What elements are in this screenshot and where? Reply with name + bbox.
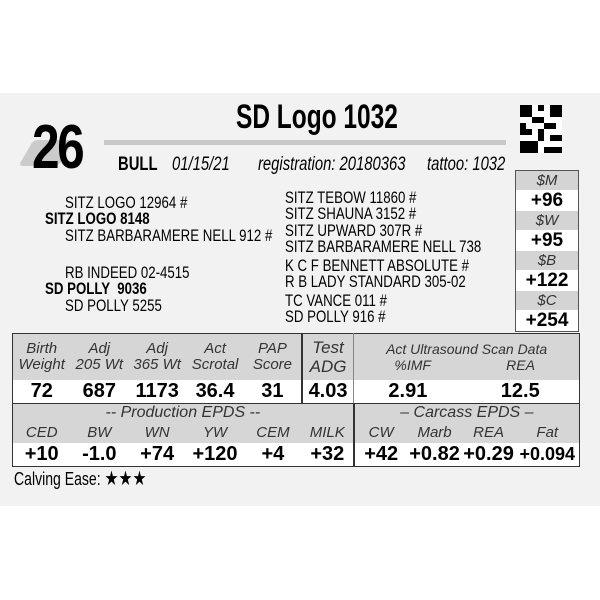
calving-ease: Calving Ease: ★★★ — [14, 466, 184, 491]
epd-value: +42 — [352, 443, 408, 467]
outer-ancestor: R B LADY STANDARD 305-02 — [285, 272, 466, 291]
epd-value: +4 — [243, 443, 302, 467]
registration: registration: 20180363 — [258, 154, 406, 175]
index-box: $M +96 $W +95 $B +122 $C +254 — [515, 170, 579, 332]
dam-sire: RB INDEED 02-4515 — [65, 263, 190, 282]
performance-table: Birth Weight Adj 205 Wt Adj 365 Wt Act Scrot… — [12, 333, 580, 467]
epd-label: REA — [461, 423, 516, 443]
value-test-adg: 4.03 — [300, 379, 354, 403]
epd-label: Marb — [407, 423, 462, 443]
header-scrotal: Act Scrotal — [186, 333, 244, 380]
dam-dam: SD POLLY 5255 — [65, 296, 162, 315]
index-label: $W — [516, 211, 578, 230]
index-label: $B — [516, 251, 578, 270]
value-adj-365: 1173 — [128, 379, 187, 403]
epd-value: +32 — [301, 443, 354, 467]
epd-label: CW — [352, 423, 408, 443]
birth-date: 01/15/21 — [172, 154, 230, 175]
production-epds-title: -- Production EPDS -- — [12, 403, 354, 423]
epd-label: MILK — [301, 423, 354, 443]
outer-ancestor: K C F BENNETT ABSOLUTE # — [285, 256, 469, 275]
epd-label: YW — [186, 423, 244, 443]
value-pap: 31 — [243, 379, 302, 403]
value-rea-us: 12.5 — [461, 379, 580, 403]
outer-ancestor: SD POLLY 916 # — [285, 307, 386, 326]
index-label: $M — [516, 171, 578, 190]
qr-code-icon — [520, 105, 562, 153]
epd-label: WN — [128, 423, 187, 443]
value-imf: 2.91 — [353, 379, 462, 403]
header-test-adg: Test ADG — [300, 333, 354, 380]
epd-label: BW — [70, 423, 129, 443]
outer-ancestor: SITZ BARBARAMERE NELL 738 — [285, 237, 482, 256]
header-adj-205: Adj 205 Wt — [70, 333, 129, 380]
header-pap: PAP Score — [243, 333, 302, 380]
calving-ease-label: Calving Ease: — [14, 469, 101, 489]
tattoo: tattoo: 1032 — [427, 154, 506, 175]
epd-label: CEM — [243, 423, 302, 443]
epd-value: +120 — [186, 443, 244, 467]
index-value: +95 — [516, 230, 578, 251]
index-value: +96 — [516, 190, 578, 211]
epd-label: Fat — [515, 423, 580, 443]
sire-dam: SITZ BARBARAMERE NELL 912 # — [65, 226, 273, 245]
header-birth-weight: Birth Weight — [12, 333, 71, 380]
epd-value: +0.094 — [515, 443, 580, 467]
epd-value: +10 — [12, 443, 71, 467]
epd-value: +0.29 — [461, 443, 516, 467]
star-rating-icon: ★★★ — [104, 468, 147, 490]
lot-number: 26 — [32, 113, 85, 182]
dam: SD POLLY 9036 — [45, 279, 147, 298]
epd-value: +0.82 — [407, 443, 462, 467]
outer-ancestor: SITZ TEBOW 11860 # — [285, 188, 417, 207]
index-value: +122 — [516, 270, 578, 291]
header-adj-365: Adj 365 Wt — [128, 333, 187, 380]
animal-title: SD Logo 1032 — [236, 98, 398, 136]
outer-ancestor: SITZ UPWARD 307R # — [285, 221, 423, 240]
sex: BULL — [118, 154, 158, 175]
index-value: +254 — [516, 310, 578, 331]
value-birth-weight: 72 — [12, 379, 71, 403]
value-scrotal: 36.4 — [186, 379, 244, 403]
value-adj-205: 687 — [70, 379, 129, 403]
epd-label: CED — [12, 423, 71, 443]
carcass-epds-title: – Carcass EPDS – — [352, 403, 580, 423]
sire-sire: SITZ LOGO 12964 # — [65, 193, 188, 212]
header-ultrasound: Act Ultrasound Scan Data %IMF REA — [353, 333, 580, 380]
index-label: $C — [516, 291, 578, 310]
epd-value: -1.0 — [70, 443, 129, 467]
title-rule — [104, 140, 506, 145]
epd-value: +74 — [128, 443, 187, 467]
outer-ancestor: TC VANCE 011 # — [285, 291, 387, 310]
sire: SITZ LOGO 8148 — [45, 209, 150, 228]
outer-ancestor: SITZ SHAUNA 3152 # — [285, 204, 417, 223]
